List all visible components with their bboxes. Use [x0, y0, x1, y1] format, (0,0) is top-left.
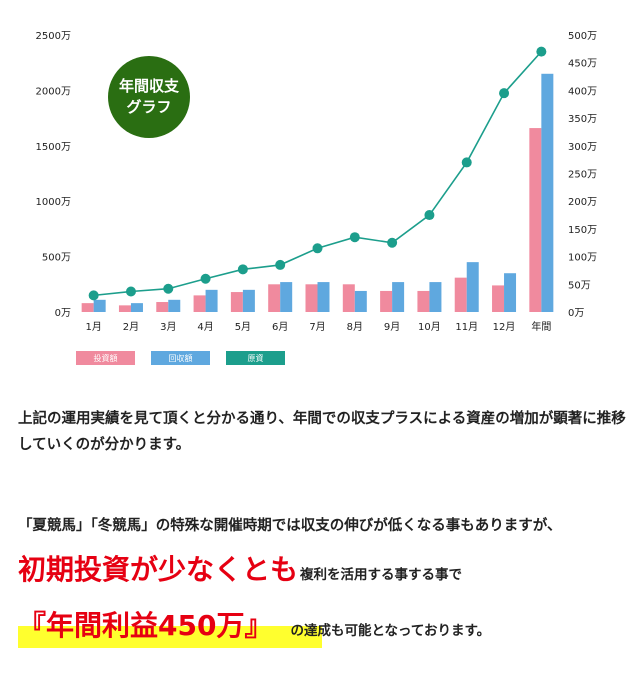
investment-bar — [380, 290, 393, 312]
right-axis-tick-label: 250万 — [568, 170, 597, 181]
return-bar — [392, 282, 405, 312]
return-bar — [93, 299, 106, 312]
headline-annual-profit-text: 『年間利益450万』 — [18, 609, 273, 642]
capital-point — [200, 273, 211, 284]
x-axis-tick-label: 2月 — [123, 321, 139, 333]
investment-bar — [230, 292, 243, 312]
capital-point — [163, 283, 174, 294]
investment-bar — [417, 290, 430, 312]
x-axis-tick-label: 12月 — [493, 321, 516, 333]
x-axis-tick-label: 8月 — [347, 321, 363, 333]
yellow-highlight — [18, 626, 322, 648]
x-axis-tick-label: 1月 — [85, 321, 101, 333]
headline-annual-profit-tail: の達成も可能となっております。 — [290, 623, 491, 639]
headline-initial-investment: 初期投資が少なくとも 複利を活用する事する事で — [18, 548, 462, 588]
x-axis-tick-label: 9月 — [384, 321, 400, 333]
x-axis-tick-label: 7月 — [309, 321, 325, 333]
right-axis-tick-label: 50万 — [568, 280, 591, 291]
chart-legend: 投資額 回収額 原資 — [76, 351, 285, 365]
return-bar — [130, 303, 143, 312]
chart-title-badge: 年間収支 グラフ — [108, 56, 190, 138]
x-axis-tick-label: 4月 — [197, 321, 213, 333]
capital-point — [88, 290, 99, 301]
capital-point — [275, 259, 286, 270]
right-axis-tick-label: 400万 — [568, 86, 597, 97]
headline-annual-profit: 『年間利益450万』 の達成も可能となっております。 — [18, 604, 490, 644]
legend-capital-label: 原資 — [247, 353, 264, 363]
right-axis-tick-label: 450万 — [568, 59, 597, 70]
left-axis-tick-label: 1000万 — [36, 197, 71, 208]
capital-point — [424, 210, 435, 221]
chart: 0万 500万 1000万 1500万 2000万 2500万 0万 50万 100万 150万 2… — [36, 31, 598, 333]
badge-line1: 年間収支 — [118, 77, 179, 95]
capital-point — [387, 237, 398, 248]
return-bar — [354, 290, 367, 312]
investment-bar — [268, 284, 281, 312]
headline-initial-investment-text: 初期投資が少なくとも — [18, 553, 299, 586]
capital-point — [536, 46, 547, 57]
left-axis-tick-label: 0万 — [55, 308, 71, 319]
x-axis-tick-label: 年間 — [531, 320, 551, 333]
return-bar — [504, 273, 517, 312]
return-bar — [205, 289, 218, 312]
right-axis-tick-label: 200万 — [568, 197, 597, 208]
investment-bar — [454, 277, 467, 312]
x-axis-tick-label: 3月 — [160, 321, 176, 333]
capital-point — [312, 243, 323, 254]
x-axis-tick-label: 6月 — [272, 321, 288, 333]
investment-bar — [342, 284, 355, 312]
return-bar — [541, 73, 554, 312]
left-axis-tick-label: 2000万 — [36, 86, 71, 97]
x-axis-tick-label: 10月 — [418, 321, 441, 333]
headline-initial-investment-tail: 複利を活用する事する事で — [300, 567, 463, 583]
investment-bar — [118, 305, 131, 312]
capital-point — [349, 232, 360, 243]
legend-investment-label: 投資額 — [93, 353, 118, 363]
capital-point — [237, 264, 248, 275]
x-axis-tick-label: 11月 — [455, 321, 478, 333]
paragraph-season-note: 「夏競馬」「冬競馬」の特殊な開催時期では収支の伸びが低くなる事もありますが、 — [18, 518, 562, 534]
right-axis-tick-label: 500万 — [568, 31, 597, 42]
left-axis-tick-label: 1500万 — [36, 142, 71, 153]
return-bar — [168, 299, 181, 312]
return-bar — [242, 289, 255, 312]
legend-capital: 原資 — [226, 351, 285, 365]
investment-bar — [156, 302, 169, 312]
investment-bar — [492, 285, 505, 312]
paragraph-summary: 上記の運用実績を見て頂くと分かる通り、年間での収支プラスによる資産の増加が顕著に… — [18, 411, 626, 453]
right-axis-tick-label: 100万 — [568, 253, 597, 264]
x-axis-tick-label: 5月 — [235, 321, 251, 333]
return-bar — [280, 282, 293, 312]
badge-line2: グラフ — [126, 98, 172, 116]
right-axis-tick-label: 350万 — [568, 114, 597, 125]
legend-return: 回収額 — [151, 351, 210, 365]
right-axis-tick-label: 300万 — [568, 142, 597, 153]
legend-investment: 投資額 — [76, 351, 135, 365]
capital-point — [461, 157, 472, 168]
investment-bar — [193, 295, 206, 312]
right-axis-tick-label: 150万 — [568, 225, 597, 236]
investment-bar — [81, 303, 94, 312]
left-axis-tick-label: 500万 — [42, 253, 71, 264]
legend-return-label: 回収額 — [168, 353, 193, 363]
investment-bar — [305, 284, 318, 312]
left-axis-tick-label: 2500万 — [36, 31, 71, 42]
capital-point — [499, 88, 510, 99]
return-bar — [429, 282, 442, 312]
investment-bar — [529, 128, 542, 312]
capital-point — [125, 286, 136, 297]
return-bar — [466, 262, 479, 312]
right-axis-tick-label: 0万 — [568, 308, 584, 319]
return-bar — [317, 282, 330, 312]
